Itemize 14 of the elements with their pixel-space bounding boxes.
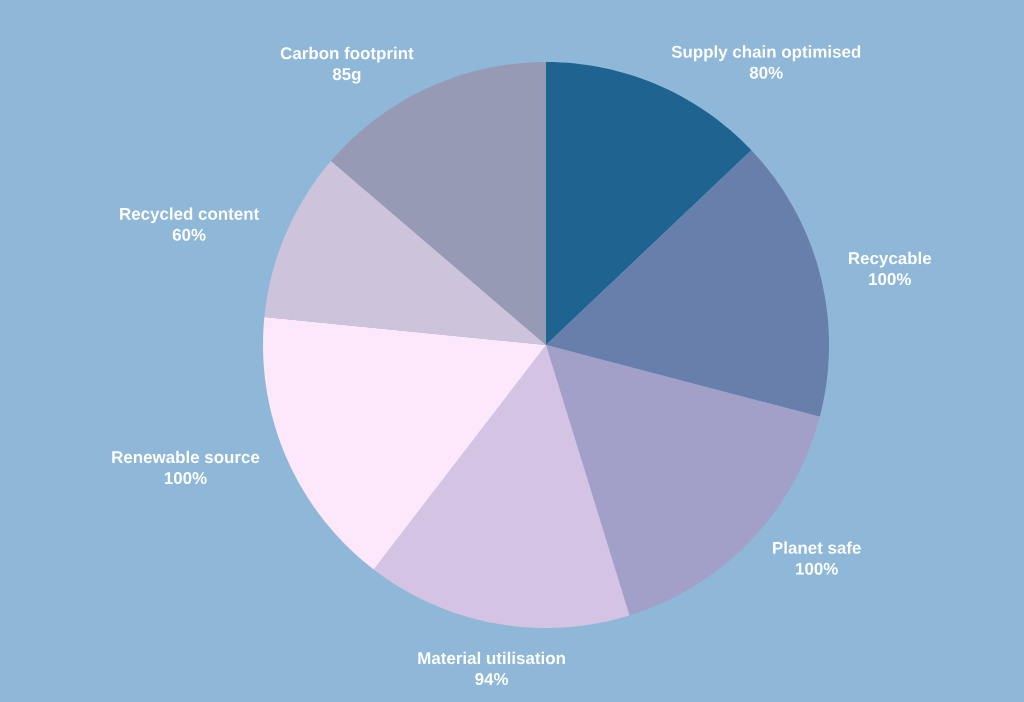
data-label: 85g: [332, 68, 361, 84]
data-label: 100%: [869, 273, 911, 286]
data-label: 80%: [749, 66, 783, 79]
data-label: 60%: [172, 228, 206, 241]
slice-label: Planet safe: [773, 541, 861, 554]
data-label: 100%: [796, 562, 838, 575]
data-label: 100%: [164, 472, 207, 485]
slice-label: Recycable: [849, 251, 932, 268]
slice-label: Carbon footprint: [280, 46, 414, 63]
slice-label: Renewable source: [112, 450, 260, 464]
slice-label: Supply chain optimised: [671, 45, 861, 62]
slice-label: Recycled content: [120, 207, 259, 224]
data-label: 94%: [475, 673, 509, 686]
slice-label: Material utilisation: [418, 651, 565, 665]
